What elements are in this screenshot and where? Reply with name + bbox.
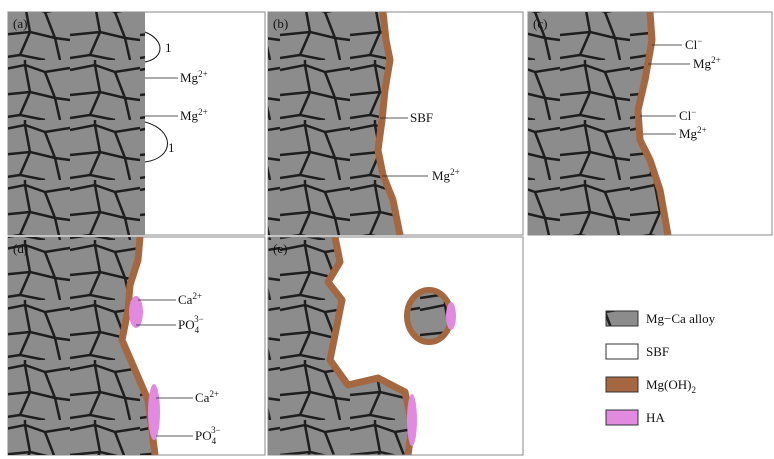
annotation-text: 1 xyxy=(168,140,175,155)
annotation-sup: 2+ xyxy=(198,69,208,79)
panel-e: (e) xyxy=(268,237,523,455)
legend: Mg−Ca alloy SBF Mg(OH)2 HA xyxy=(606,311,716,425)
annotation-sup: 2+ xyxy=(209,389,219,399)
annotation-text: Mg xyxy=(180,70,199,85)
annotation-text: Cl xyxy=(685,37,698,52)
annotation-sup: 3− xyxy=(211,425,221,435)
annotation-sup: − xyxy=(697,36,702,46)
legend-label: HA xyxy=(646,410,665,425)
legend-sub: 2 xyxy=(692,385,697,395)
panel-label: (c) xyxy=(533,16,547,31)
annotation-sub: 4 xyxy=(195,325,200,335)
annotation-text: Cl xyxy=(679,108,692,123)
annotation: 1 xyxy=(165,40,172,55)
legend-text: SBF xyxy=(646,344,669,359)
annotation: Cl− xyxy=(679,107,696,123)
panel-label: (e) xyxy=(273,241,287,256)
annotation: SBF xyxy=(410,110,433,125)
annotation-sup: 2+ xyxy=(697,125,707,135)
annotation-text: Ca xyxy=(195,390,210,405)
annotation-text: Mg xyxy=(180,108,199,123)
annotation-sup: − xyxy=(691,107,696,117)
legend-label: Mg(OH)2 xyxy=(646,377,696,395)
legend-text: Mg(OH) xyxy=(646,377,692,392)
annotation-text: Ca xyxy=(178,292,193,307)
annotation-sub: 4 xyxy=(212,436,217,446)
annotation: Mg2+ xyxy=(180,107,208,123)
panel-label: (a) xyxy=(13,16,27,31)
annotation-text: PO xyxy=(195,428,212,443)
annotation: 1 xyxy=(168,140,175,155)
annotation: Mg2+ xyxy=(693,55,721,71)
panel-b: (b) SBF Mg2+ xyxy=(268,12,523,235)
annotation-sup: 3− xyxy=(194,314,204,324)
legend-text: HA xyxy=(646,410,665,425)
annotation-text: 1 xyxy=(165,40,172,55)
annotation-text: SBF xyxy=(410,110,433,125)
legend-label: SBF xyxy=(646,344,669,359)
panel-label: (d) xyxy=(13,241,28,256)
annotation: Mg2+ xyxy=(180,69,208,85)
annotation-sup: 2+ xyxy=(711,55,721,65)
panel-d: (d) Ca2+ PO43− Ca2+ PO43− xyxy=(8,237,265,455)
annotation-sup: 2+ xyxy=(450,167,460,177)
figure: (a) 1 Mg2+ Mg2+ 1 (b) SBF Mg2+ (c) Cl− M… xyxy=(0,0,774,459)
panel-a: (a) 1 Mg2+ Mg2+ 1 xyxy=(8,12,265,235)
annotation: Ca2+ xyxy=(195,389,219,405)
annotation-text: Mg xyxy=(679,126,698,141)
legend-label: Mg−Ca alloy xyxy=(646,311,716,326)
annotation: Mg2+ xyxy=(679,125,707,141)
annotation: PO43− xyxy=(178,314,204,335)
annotation-text: Mg xyxy=(432,168,451,183)
legend-text: Mg−Ca alloy xyxy=(646,311,716,326)
panel-label: (b) xyxy=(273,16,288,31)
annotation: Cl− xyxy=(685,36,702,52)
panel-c: (c) Cl− Mg2+ Cl− Mg2+ xyxy=(528,12,772,235)
annotation: Ca2+ xyxy=(178,291,202,307)
annotation: Mg2+ xyxy=(432,167,460,183)
annotation-sup: 2+ xyxy=(198,107,208,117)
annotation: PO43− xyxy=(195,425,221,446)
annotation-sup: 2+ xyxy=(192,291,202,301)
annotation-text: PO xyxy=(178,317,195,332)
annotation-text: Mg xyxy=(693,56,712,71)
